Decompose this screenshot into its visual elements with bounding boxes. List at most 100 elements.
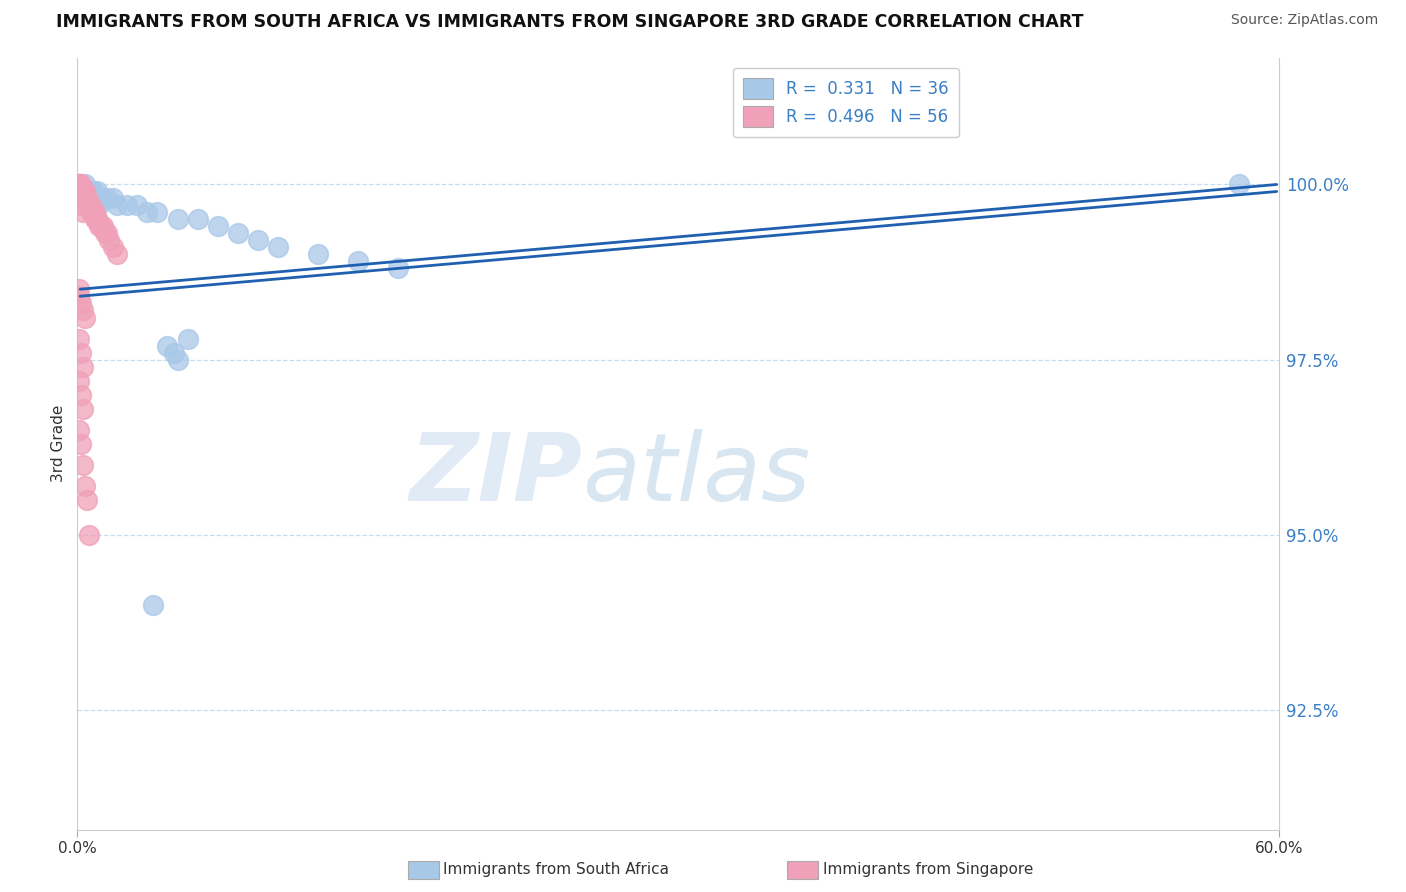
Point xyxy=(75,310,97,325)
Point xyxy=(75,479,97,493)
Point xyxy=(72,184,94,198)
Legend: R =  0.331   N = 36, R =  0.496   N = 56: R = 0.331 N = 36, R = 0.496 N = 56 xyxy=(733,68,959,137)
Point xyxy=(89,219,111,234)
Point xyxy=(80,198,103,212)
Point xyxy=(70,184,93,198)
Y-axis label: 3rd Grade: 3rd Grade xyxy=(51,405,66,483)
Point xyxy=(82,198,104,212)
Text: Immigrants from South Africa: Immigrants from South Africa xyxy=(443,863,669,877)
Point xyxy=(84,212,107,227)
Point xyxy=(67,178,90,192)
Point xyxy=(166,352,188,367)
Point xyxy=(75,178,97,192)
Text: Source: ZipAtlas.com: Source: ZipAtlas.com xyxy=(1230,13,1378,28)
Point xyxy=(246,233,269,247)
Point xyxy=(186,212,209,227)
Point xyxy=(79,528,101,542)
Point xyxy=(67,283,90,297)
Text: atlas: atlas xyxy=(582,429,810,520)
Point xyxy=(70,345,93,359)
Point xyxy=(146,205,169,219)
Point xyxy=(67,178,90,192)
Point xyxy=(162,345,184,359)
Point xyxy=(67,191,90,205)
Point xyxy=(67,184,90,198)
Point xyxy=(75,191,97,205)
Point xyxy=(96,191,118,205)
Point xyxy=(79,198,101,212)
Point xyxy=(96,227,118,241)
Point xyxy=(82,205,104,219)
Point xyxy=(94,227,117,241)
Point xyxy=(70,387,93,401)
Text: IMMIGRANTS FROM SOUTH AFRICA VS IMMIGRANTS FROM SINGAPORE 3RD GRADE CORRELATION : IMMIGRANTS FROM SOUTH AFRICA VS IMMIGRAN… xyxy=(56,13,1084,31)
Point xyxy=(90,219,112,234)
Point xyxy=(72,184,94,198)
Point xyxy=(79,198,101,212)
Point xyxy=(76,492,98,507)
Point xyxy=(176,332,198,346)
Point xyxy=(267,240,290,254)
Point xyxy=(347,254,370,268)
Point xyxy=(80,184,103,198)
Point xyxy=(70,184,93,198)
Point xyxy=(76,191,98,205)
Point xyxy=(387,261,409,276)
Point xyxy=(84,191,107,205)
Point xyxy=(67,178,90,192)
Point xyxy=(103,240,125,254)
Point xyxy=(70,296,93,310)
Point xyxy=(76,191,98,205)
Point xyxy=(1229,178,1251,192)
Point xyxy=(70,184,93,198)
Point xyxy=(142,598,165,612)
Point xyxy=(166,212,188,227)
Text: Immigrants from Singapore: Immigrants from Singapore xyxy=(823,863,1033,877)
Point xyxy=(80,205,103,219)
Point xyxy=(72,184,94,198)
Point xyxy=(82,205,104,219)
Point xyxy=(67,178,90,192)
Point xyxy=(75,191,97,205)
Point xyxy=(72,303,94,318)
Point xyxy=(90,191,112,205)
Point xyxy=(67,289,90,303)
Point xyxy=(70,437,93,451)
Point xyxy=(156,338,179,352)
Point xyxy=(86,212,108,227)
Point xyxy=(86,184,108,198)
Point xyxy=(307,247,329,261)
Point xyxy=(67,184,90,198)
Point xyxy=(98,233,121,247)
Point xyxy=(84,205,107,219)
Point xyxy=(82,184,104,198)
Point xyxy=(72,401,94,416)
Point xyxy=(76,184,98,198)
Point xyxy=(103,191,125,205)
Point xyxy=(127,198,149,212)
Point xyxy=(70,198,93,212)
Point xyxy=(70,178,93,192)
Point xyxy=(79,191,101,205)
Point xyxy=(117,198,139,212)
Point xyxy=(67,374,90,388)
Point xyxy=(72,458,94,472)
Point xyxy=(72,205,94,219)
Point xyxy=(72,191,94,205)
Point xyxy=(67,332,90,346)
Point xyxy=(107,198,129,212)
Point xyxy=(107,247,129,261)
Point xyxy=(70,184,93,198)
Point xyxy=(75,184,97,198)
Point xyxy=(207,219,229,234)
Point xyxy=(86,212,108,227)
Point xyxy=(136,205,159,219)
Point xyxy=(72,191,94,205)
Point xyxy=(93,219,115,234)
Text: ZIP: ZIP xyxy=(409,429,582,521)
Point xyxy=(76,198,98,212)
Point xyxy=(89,198,111,212)
Point xyxy=(72,359,94,374)
Point xyxy=(226,227,249,241)
Point xyxy=(67,423,90,437)
